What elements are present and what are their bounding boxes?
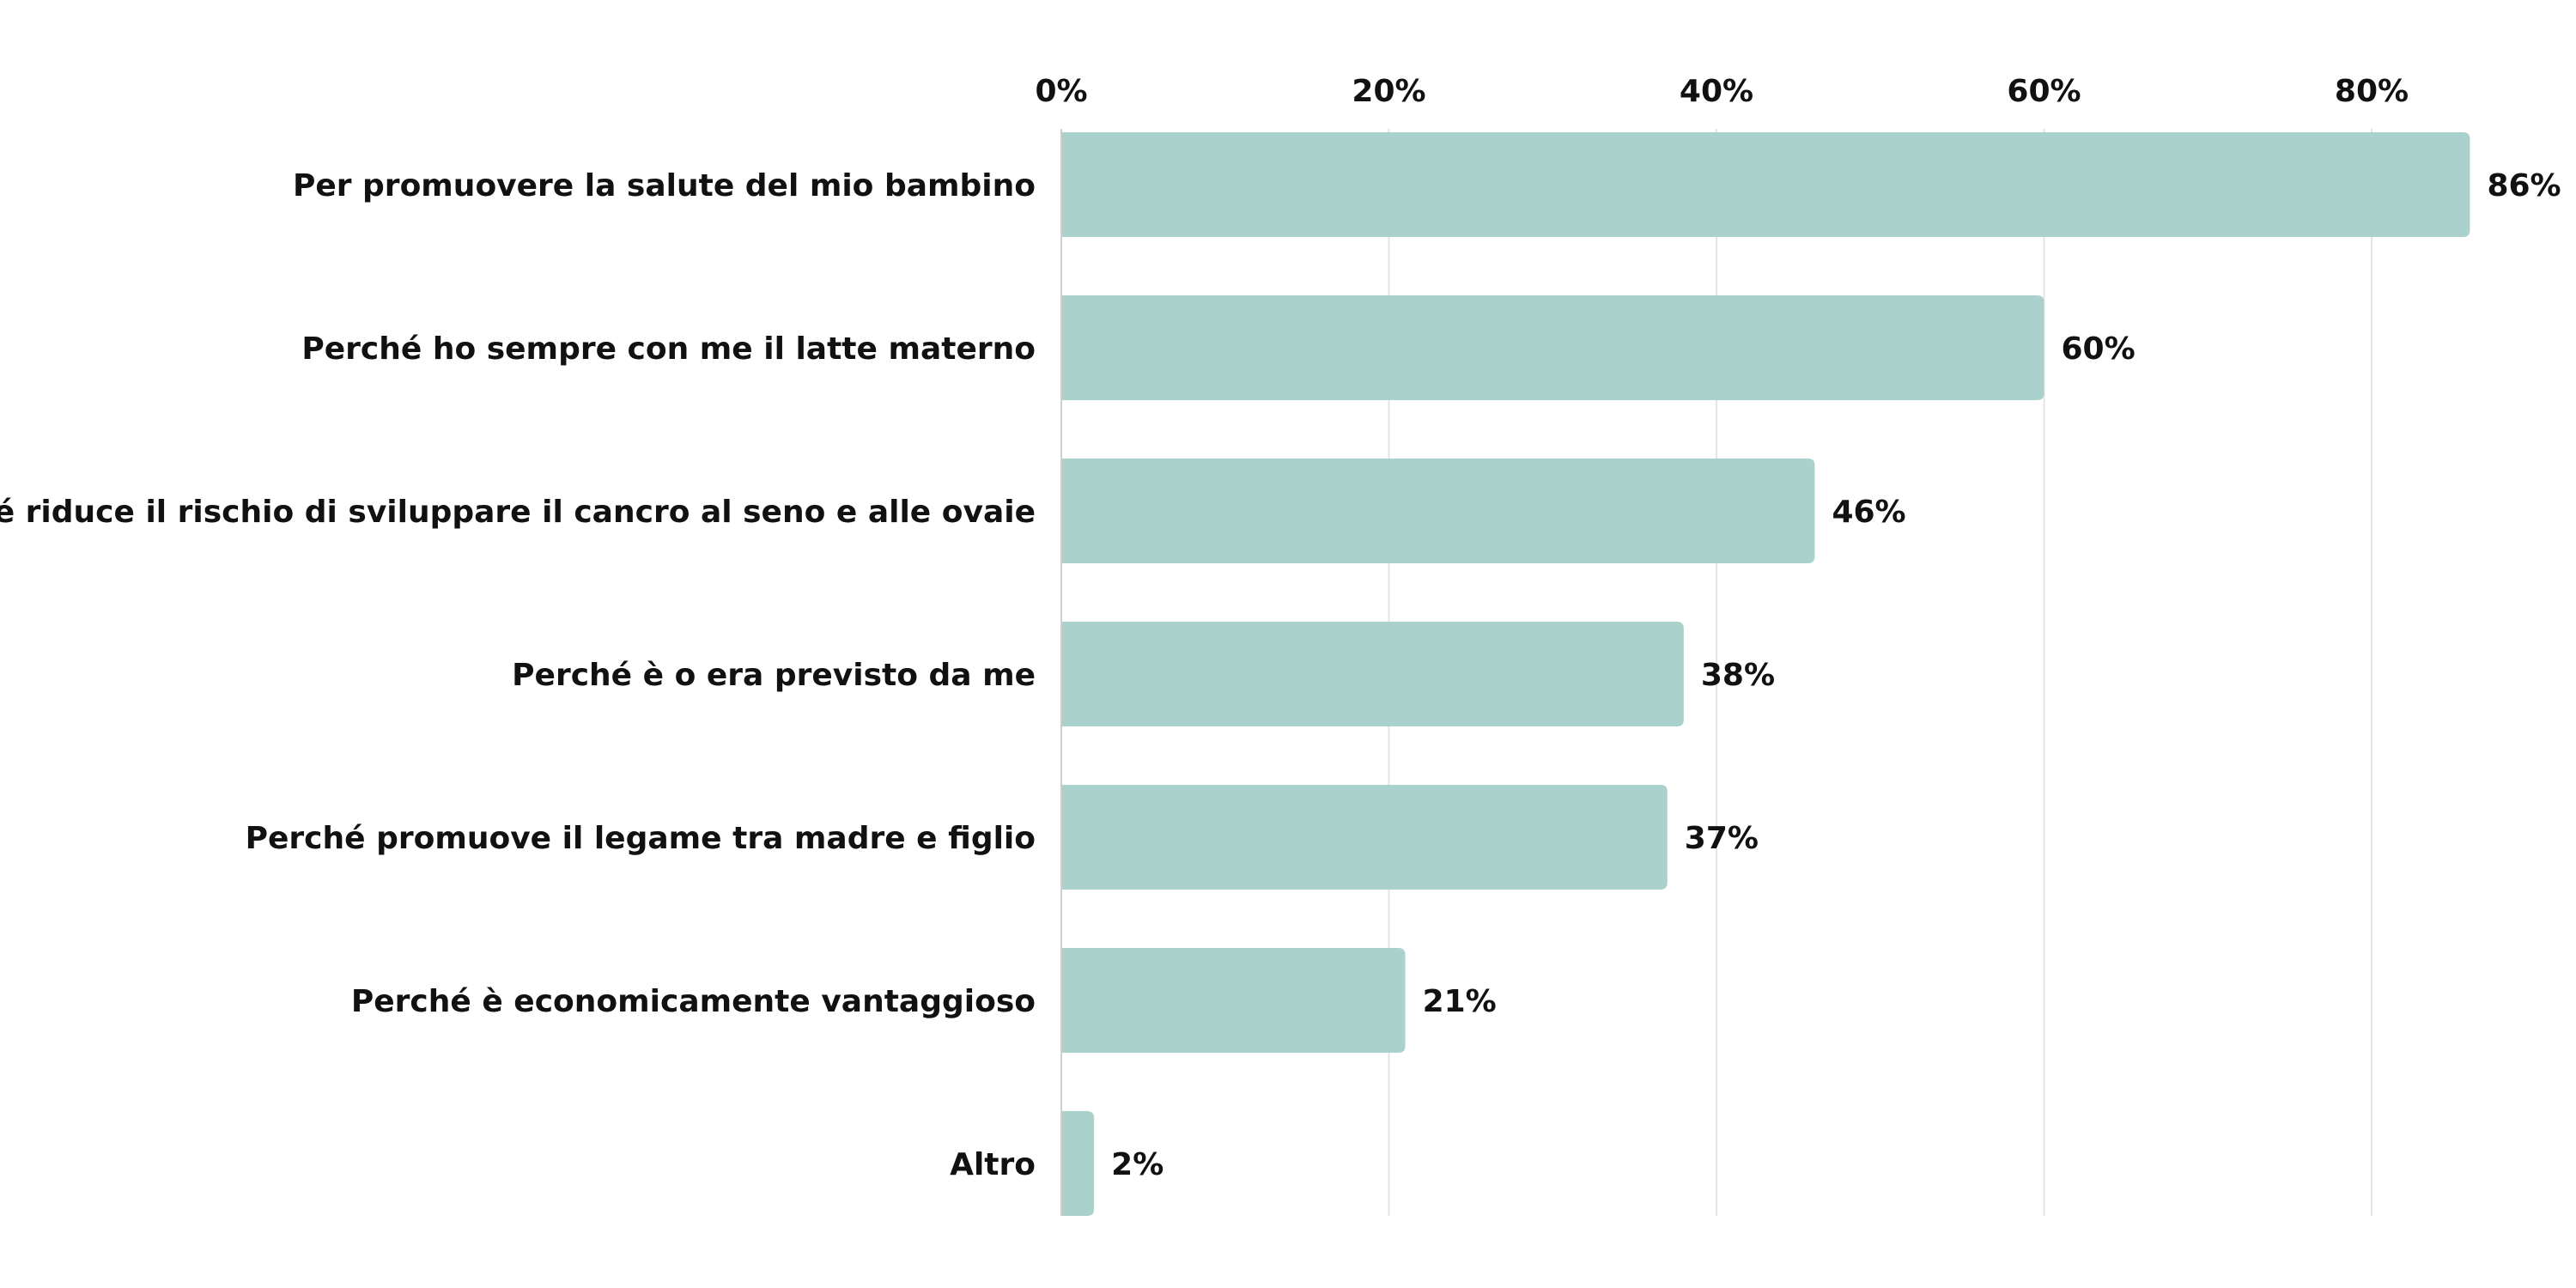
value-labels: 86% 60% 46% 38% 37% 21% 2%	[1111, 168, 2561, 1182]
bar-6	[1061, 948, 1406, 1053]
value-label-1: 86%	[2487, 168, 2561, 204]
bar-4	[1061, 622, 1684, 726]
bar-1	[1061, 132, 2470, 237]
x-tick-label-80: 80%	[2335, 74, 2409, 109]
value-label-4: 38%	[1701, 658, 1775, 693]
x-tick-label-0: 0%	[1035, 74, 1087, 109]
x-tick-label-20: 20%	[1352, 74, 1425, 109]
category-label-3: Perché riduce il rischio di sviluppare i…	[0, 495, 1036, 530]
category-label-4: Perché è o era previsto da me	[512, 658, 1036, 693]
value-label-7: 2%	[1111, 1147, 1163, 1182]
value-label-5: 37%	[1685, 821, 1759, 856]
bar-5	[1061, 785, 1668, 890]
bar-3	[1061, 459, 1815, 563]
x-tick-label-60: 60%	[2007, 74, 2081, 109]
value-label-6: 21%	[1423, 984, 1497, 1019]
category-label-5: Perché promuove il legame tra madre e fi…	[246, 821, 1036, 856]
category-labels: Per promuovere la salute del mio bambino…	[0, 168, 1036, 1182]
x-tick-label-40: 40%	[1680, 74, 1753, 109]
value-label-3: 46%	[1832, 495, 1905, 530]
category-label-2: Perché ho sempre con me il latte materno	[301, 331, 1036, 367]
bar-7	[1061, 1111, 1095, 1216]
bar-2	[1061, 295, 2044, 400]
category-label-6: Perché è economicamente vantaggioso	[351, 984, 1036, 1019]
bars	[1061, 132, 2470, 1216]
x-axis-ticks: 0% 20% 40% 60% 80%	[1035, 74, 2409, 109]
category-label-7: Altro	[950, 1147, 1036, 1182]
category-label-1: Per promuovere la salute del mio bambino	[293, 168, 1036, 204]
value-label-2: 60%	[2062, 331, 2136, 367]
